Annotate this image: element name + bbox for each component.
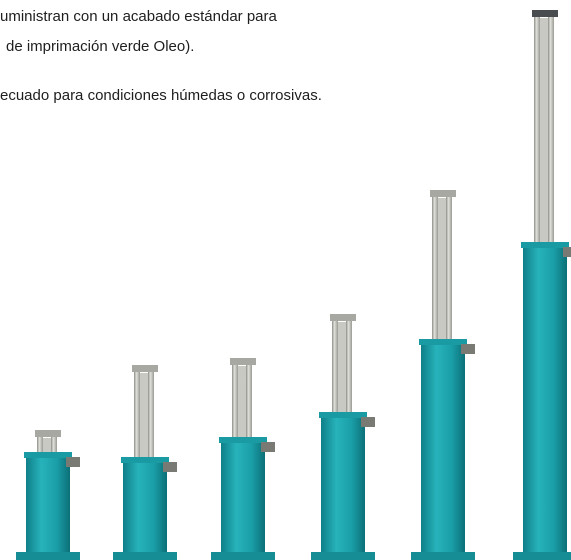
post-plate [332,320,338,421]
post-web [43,438,51,459]
column [123,460,167,552]
post-plate [446,196,452,348]
bracket [361,417,375,427]
column [421,342,465,552]
column-top [419,339,467,345]
post-plate [346,320,352,421]
base-plate [113,552,177,560]
column [523,245,567,552]
bracket [261,442,275,452]
post-plate [232,364,238,446]
post-plate [246,364,252,446]
bracket [563,247,571,257]
bracket [66,457,80,467]
column [321,415,365,552]
base-plate [211,552,275,560]
column [221,440,265,552]
post-plate [548,16,554,251]
text-line: ecuado para condiciones húmedas o corros… [0,87,322,104]
post-plate [534,16,540,251]
column-top [24,452,72,458]
base-plate [411,552,475,560]
base-plate [311,552,375,560]
text-line: uministran con un acabado estándar para [0,8,277,25]
column-top [121,457,169,463]
post-web [140,373,148,464]
post-web [238,366,246,444]
post-web [338,322,346,419]
post-web [540,18,548,249]
column [26,455,70,552]
post-web [438,198,446,346]
base-plate [16,552,80,560]
column-top [219,437,267,443]
bracket [461,344,475,354]
post-plate [432,196,438,348]
post-plate [51,436,57,461]
head-plate [132,365,158,372]
post-plate [134,371,140,466]
head-plate [35,430,61,437]
bracket [163,462,177,472]
column-top [319,412,367,418]
head-plate [330,314,356,321]
head-plate [230,358,256,365]
post-plate [37,436,43,461]
base-plate [513,552,571,560]
head-plate [430,190,456,197]
post-plate [148,371,154,466]
head-plate [532,10,558,17]
column-top [521,242,569,248]
text-line: de imprimación verde Oleo). [6,38,195,55]
